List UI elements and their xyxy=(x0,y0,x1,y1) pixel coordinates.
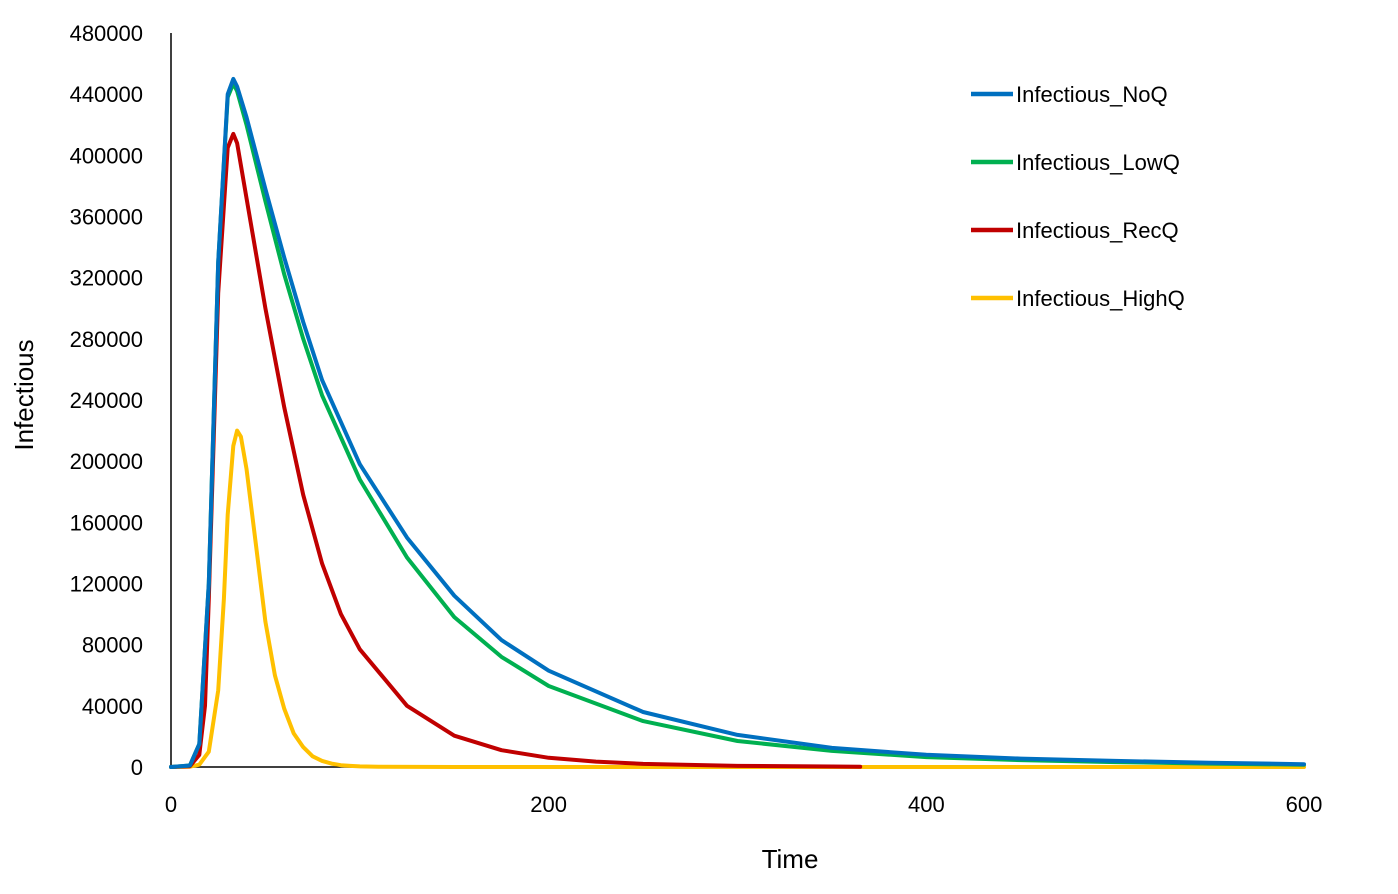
series-line-infectious-noq xyxy=(169,76,1306,769)
x-tick-label: 400 xyxy=(908,792,945,817)
legend-label: Infectious_RecQ xyxy=(1016,218,1179,243)
y-tick-label: 320000 xyxy=(70,266,143,291)
legend-label: Infectious_LowQ xyxy=(1016,150,1180,175)
y-tick-label: 40000 xyxy=(82,694,143,719)
y-tick-label: 160000 xyxy=(70,510,143,535)
y-tick-label: 480000 xyxy=(70,21,143,46)
series-line-infectious-highq xyxy=(169,428,1306,769)
legend-label: Infectious_NoQ xyxy=(1016,82,1168,107)
x-tick-labels: 0 200 400 600 xyxy=(165,792,1322,817)
y-tick-label: 400000 xyxy=(70,143,143,168)
legend-label: Infectious_HighQ xyxy=(1016,286,1185,311)
x-tick-label: 600 xyxy=(1286,792,1323,817)
y-tick-label: 120000 xyxy=(70,572,143,597)
y-tick-label: 0 xyxy=(131,755,143,780)
y-tick-label: 280000 xyxy=(70,327,143,352)
x-tick-label: 0 xyxy=(165,792,177,817)
x-axis-title: Time xyxy=(762,844,819,874)
y-tick-label: 240000 xyxy=(70,388,143,413)
x-axis: 0 200 400 600 xyxy=(165,766,1322,817)
y-tick-label: 200000 xyxy=(70,449,143,474)
y-axis: 0 40000 80000 120000 160000 200000 240000 28000… xyxy=(70,21,172,780)
x-tick-label: 200 xyxy=(530,792,567,817)
y-tick-labels: 0 40000 80000 120000 160000 200000 240000 28000… xyxy=(70,21,143,780)
y-tick-label: 360000 xyxy=(70,205,143,230)
y-axis-title: Infectious xyxy=(9,339,39,450)
series-lines xyxy=(169,76,1306,769)
y-tick-label: 80000 xyxy=(82,633,143,658)
legend: Infectious_NoQ Infectious_LowQ Infectious_… xyxy=(971,82,1185,311)
y-tick-label: 440000 xyxy=(70,82,143,107)
